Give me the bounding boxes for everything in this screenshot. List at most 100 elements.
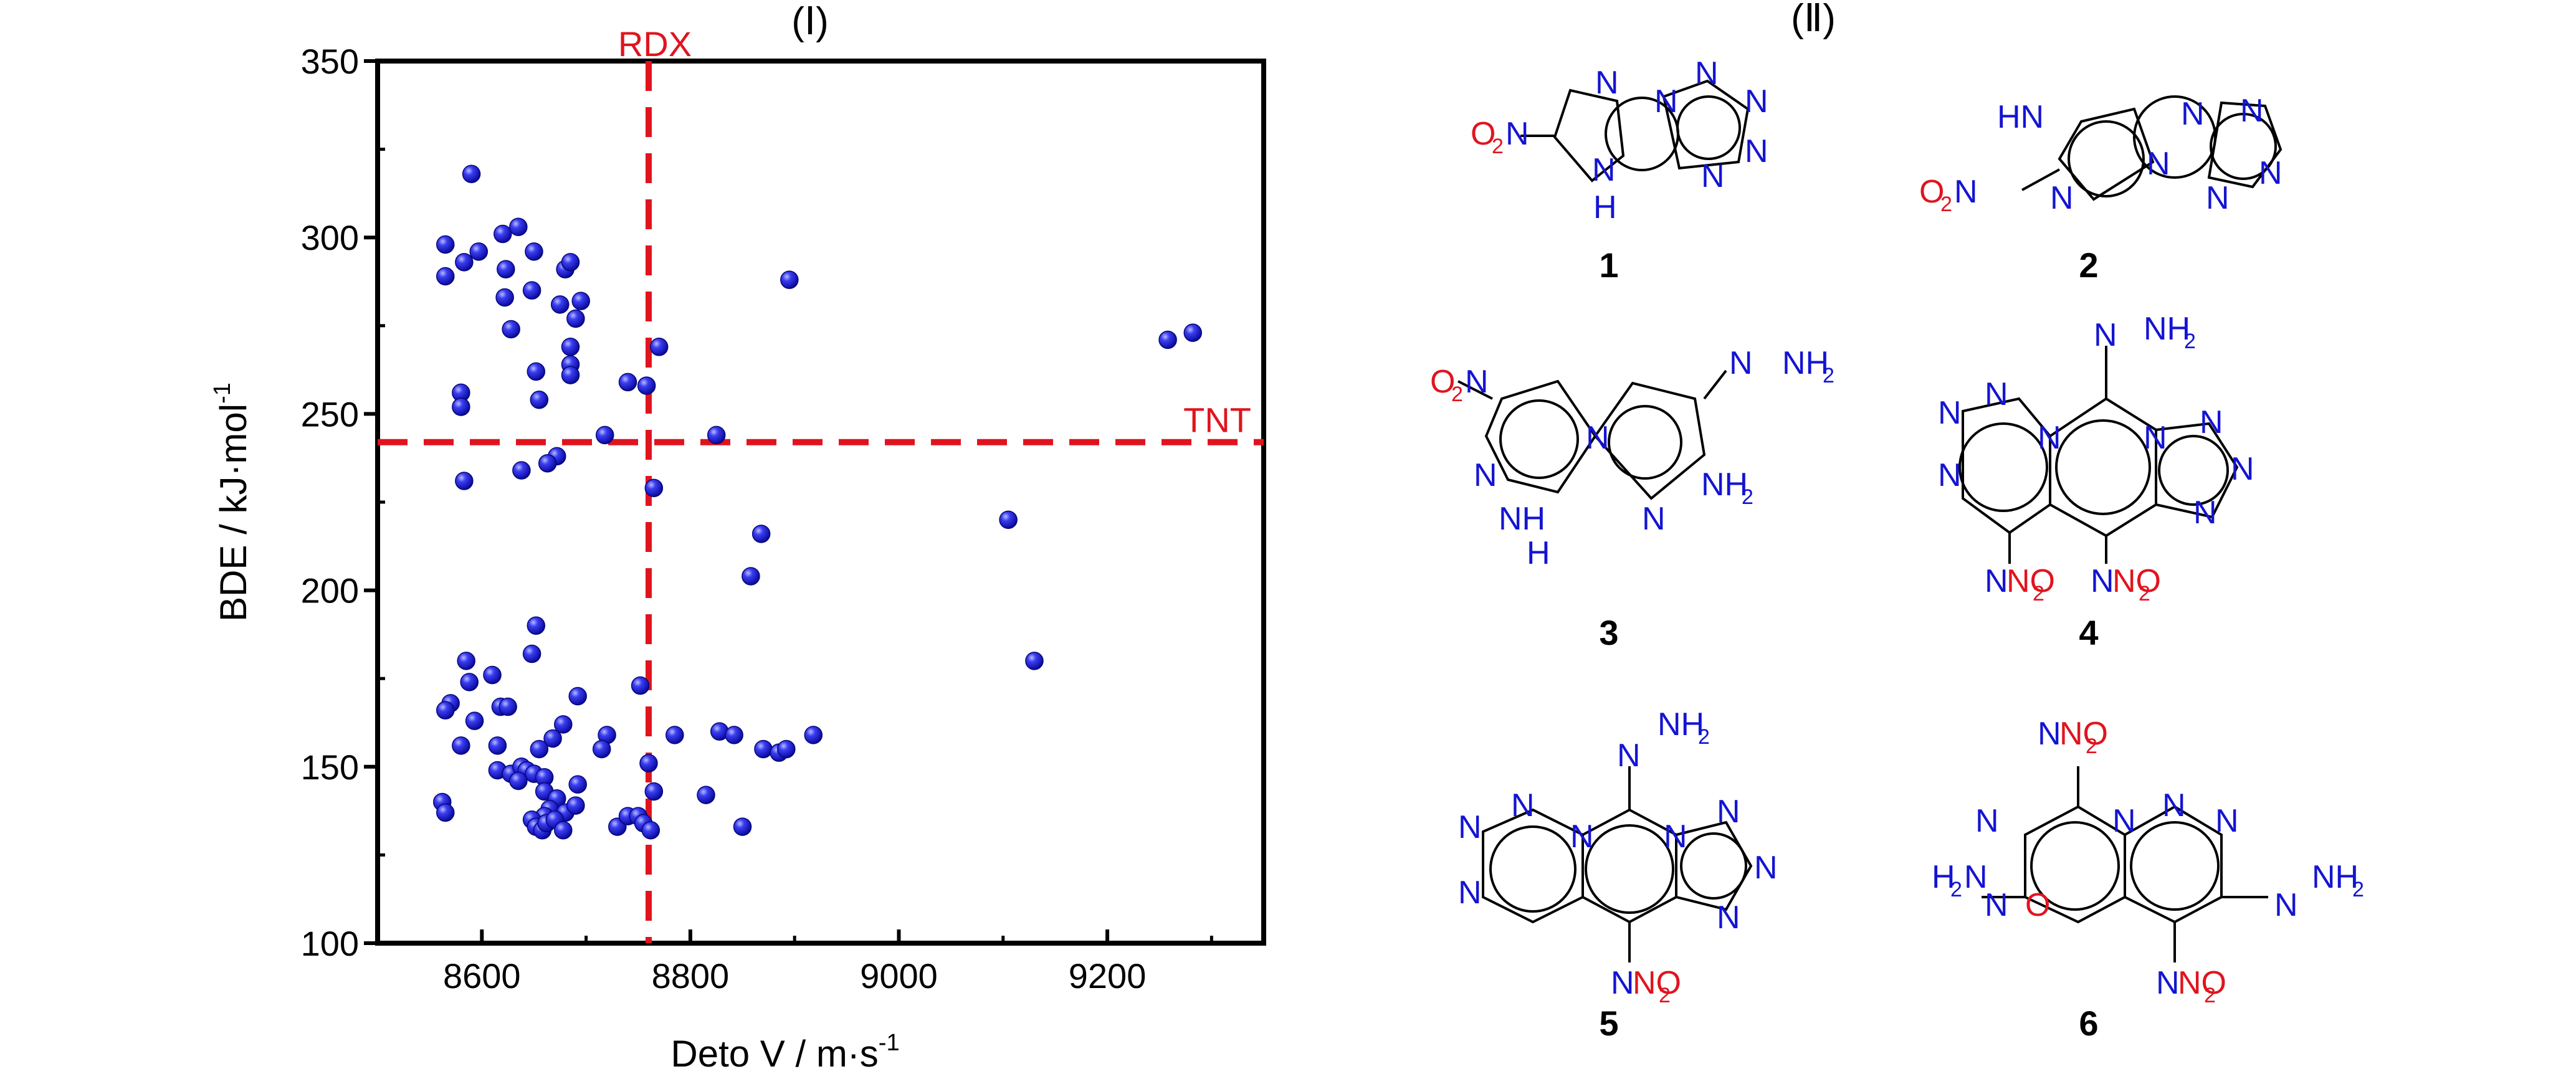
molecule-5 [1482, 766, 1753, 962]
atom-n: N [1729, 345, 1753, 381]
y-tick-label: 350 [301, 42, 359, 81]
panel-label-left: (Ⅰ) [791, 0, 829, 43]
data-point [639, 754, 658, 772]
atom-n: N [1975, 803, 1999, 839]
tick-labels: 8600 8800 9000 9200 100 150 200 250 300 350 [301, 42, 1147, 996]
data-point [777, 739, 796, 759]
data-point [804, 726, 823, 744]
molecule-1 [1520, 79, 1750, 183]
panel-label-right: (Ⅱ) [1791, 0, 1836, 40]
data-point [561, 366, 580, 384]
data-point [502, 320, 520, 339]
atom-n: N [1570, 819, 1594, 855]
atom-subscript: 2 [1940, 192, 1952, 216]
atom-n: N [1938, 457, 1962, 493]
atom-n: N [2162, 787, 2186, 824]
y-tick-label: 250 [301, 394, 359, 434]
data-point [527, 362, 546, 381]
data-point [488, 736, 507, 755]
atom-n: N [1595, 65, 1619, 101]
atom-nh: NH [2144, 311, 2190, 347]
data-point [554, 715, 573, 734]
data-point [530, 390, 549, 409]
molecule-3 [1457, 369, 1727, 500]
data-point [725, 726, 743, 744]
data-point [665, 726, 684, 744]
atom-o: O [2025, 887, 2050, 923]
atom-h2n: H [1932, 859, 1955, 895]
atom-o: O [1471, 116, 1496, 152]
data-points [432, 164, 1202, 840]
y-tick-label: 200 [301, 571, 359, 611]
data-point [1183, 323, 1202, 342]
data-point [465, 711, 484, 730]
atom-o: NO [2006, 563, 2055, 599]
compound-label-3: 3 [1599, 613, 1618, 652]
data-point [566, 796, 585, 815]
data-point [497, 260, 515, 278]
atom-subscript: 2 [2086, 734, 2097, 758]
scatter-chart: (Ⅰ) RDX TNT 8600 8800 9000 9200 100 150 200 250 3… [209, 0, 1266, 1074]
data-point [561, 338, 580, 356]
data-point [509, 217, 528, 236]
x-tick-label: 8600 [443, 956, 521, 996]
data-point [733, 817, 752, 836]
atom-n: N [2181, 96, 2205, 132]
reference-label-rdx: RDX [618, 24, 692, 64]
atom-n: N [1701, 158, 1725, 194]
atom-subscript: 2 [1698, 725, 1710, 749]
data-point [460, 673, 479, 691]
atom-n: N [1938, 395, 1962, 431]
atom-n: N [1505, 116, 1529, 152]
data-point [455, 472, 474, 490]
atom-nh: NH [1701, 467, 1748, 503]
data-point [1025, 652, 1044, 670]
y-tick-label: 100 [301, 924, 359, 963]
atom-n: N [2050, 180, 2074, 216]
atom-n: N [1985, 563, 2008, 599]
atom-n: N [1985, 887, 2008, 923]
data-point [512, 461, 531, 480]
atom-n: N [1717, 794, 1740, 830]
atom-n: N [2112, 803, 2136, 839]
molecule-4 [1958, 346, 2239, 564]
molecule-2 [2021, 95, 2283, 201]
data-point [571, 292, 590, 310]
data-point [462, 164, 481, 183]
data-point [499, 697, 517, 716]
atom-n: N [1654, 83, 1678, 120]
atom-n: N [1717, 900, 1740, 936]
data-point [649, 338, 669, 356]
atom-subscript: 2 [2204, 984, 2216, 1007]
data-point [436, 267, 455, 286]
atom-n: N [1458, 875, 1482, 911]
x-axis-title: Deto V / m·s-1 [670, 1030, 899, 1074]
atom-n: N [1754, 850, 1778, 886]
data-point [561, 253, 580, 272]
atom-nh: NH [2312, 859, 2359, 895]
atom-nh: NH [1782, 345, 1829, 381]
atom-subscript: 2 [1742, 485, 1753, 509]
data-point [566, 309, 585, 328]
data-point [509, 771, 528, 791]
data-point [568, 775, 587, 794]
data-point [469, 242, 489, 261]
atom-n: N [1611, 965, 1634, 1001]
data-point [641, 821, 661, 840]
atom-n: N [1695, 55, 1719, 92]
data-point [554, 821, 573, 840]
compound-label-1: 1 [1599, 245, 1618, 285]
atom-nh: NH [1499, 501, 1545, 537]
reference-lines: RDX TNT [378, 24, 1264, 943]
compound-label-6: 6 [2079, 1004, 2098, 1043]
data-point [697, 786, 715, 804]
molecule-structures-panel: (Ⅱ) [1430, 0, 2364, 1043]
atom-subscript: 2 [2139, 582, 2150, 606]
atom-n: N [2091, 563, 2114, 599]
data-point [644, 782, 664, 801]
atom-h: H [1527, 535, 1550, 571]
data-point [455, 253, 474, 272]
y-tick-label: 150 [301, 748, 359, 787]
atom-o: O [1919, 174, 1944, 210]
